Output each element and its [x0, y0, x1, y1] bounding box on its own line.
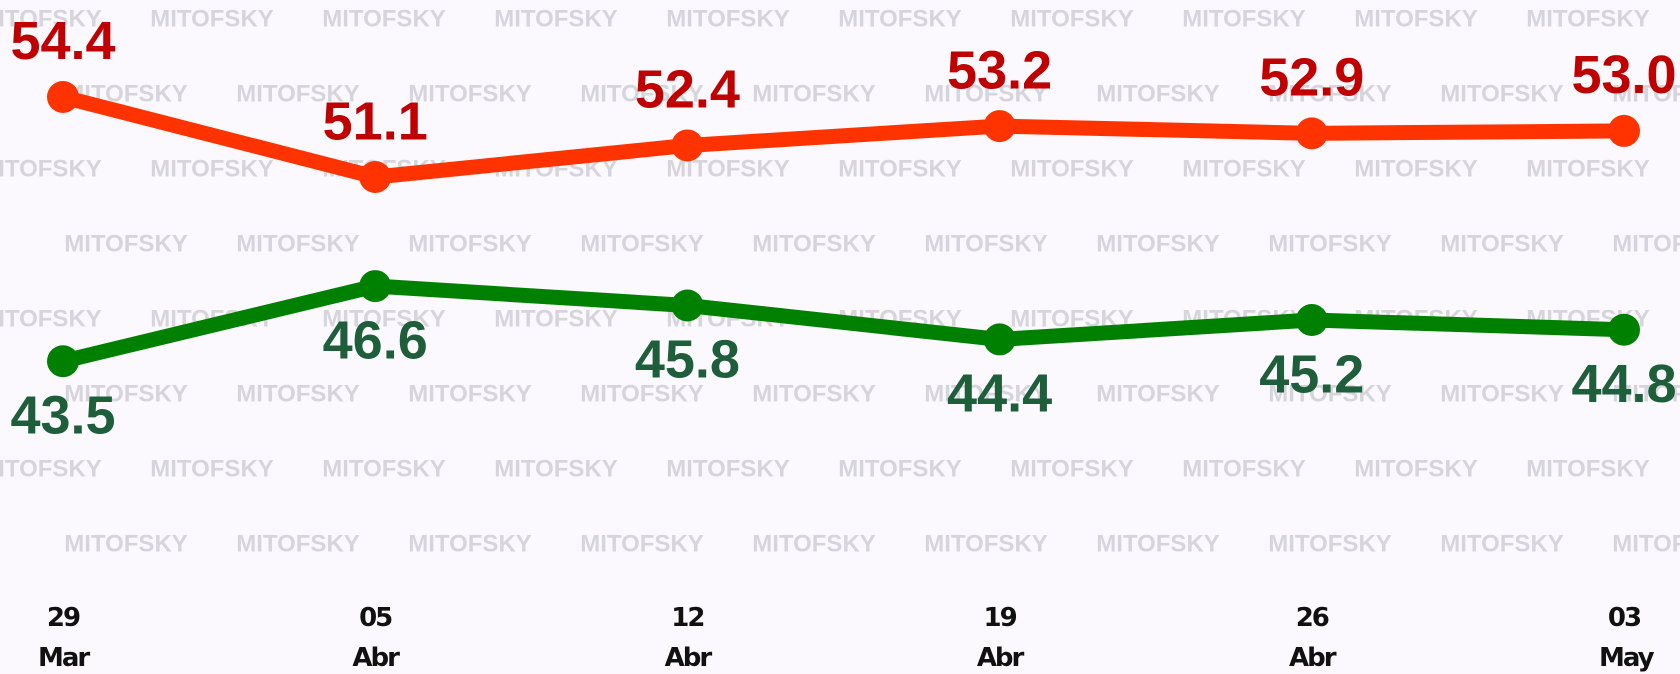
value-label: 53.0 — [1571, 45, 1676, 105]
point — [359, 270, 391, 302]
point — [47, 81, 79, 113]
x-tick-label: 29 Mar — [38, 598, 88, 674]
value-label: 44.8 — [1571, 354, 1676, 414]
point — [984, 110, 1016, 142]
chart: MITOFSKYMITOFSKYMITOFSKYMITOFSKYMITOFSKY… — [0, 0, 1680, 674]
x-tick-label: 19 Abr — [975, 598, 1025, 674]
x-tick-label: 26 Abr — [1287, 598, 1337, 674]
plot: 54.4 51.1 52.4 53.2 52.9 53.0 43.5 46.6 45.8 44.4… — [0, 0, 1680, 674]
value-label: 46.6 — [323, 310, 428, 370]
point — [1296, 304, 1328, 336]
value-label: 54.4 — [10, 11, 115, 71]
point — [359, 161, 391, 193]
value-label: 51.1 — [323, 91, 428, 151]
x-tick-label: 05 Abr — [350, 598, 400, 674]
value-label: 52.4 — [635, 60, 740, 120]
point — [671, 129, 703, 161]
value-label: 53.2 — [947, 40, 1052, 100]
value-label: 44.4 — [947, 364, 1052, 424]
value-label: 43.5 — [10, 386, 115, 446]
value-label: 45.2 — [1259, 344, 1364, 404]
point — [1608, 115, 1640, 147]
value-label: 45.8 — [635, 330, 740, 390]
series-line — [63, 286, 1624, 361]
point — [47, 345, 79, 377]
point — [671, 289, 703, 321]
point — [984, 323, 1016, 355]
x-tick-label: 12 Abr — [662, 598, 712, 674]
x-tick-label: 03 May — [1599, 598, 1649, 674]
series-line — [63, 97, 1624, 177]
point — [1608, 314, 1640, 346]
point — [1296, 117, 1328, 149]
value-label: 52.9 — [1259, 48, 1364, 108]
